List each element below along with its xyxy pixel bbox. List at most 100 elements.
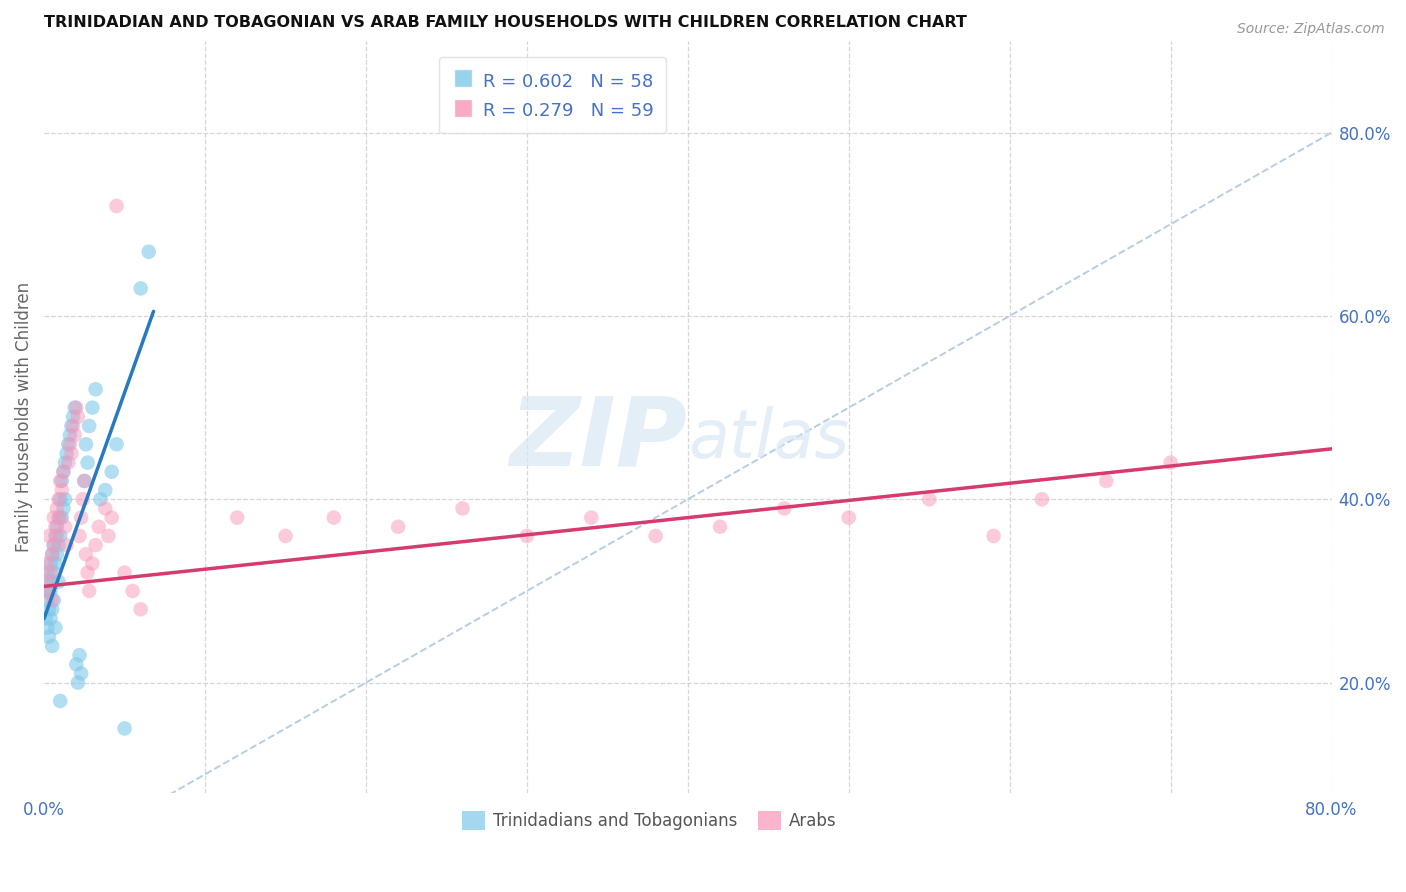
Point [44,557,66,571]
Point [59,437,82,451]
Point [48,538,70,552]
Point [46,501,69,516]
Point [38,584,60,599]
Point [773,501,796,516]
Point [63,401,86,415]
Point [46,547,69,561]
Point [51,510,73,524]
Point [66,409,89,424]
Point [1031,492,1053,507]
Point [38,602,60,616]
Text: atlas: atlas [688,407,849,473]
Point [42,538,65,552]
Text: Source: ZipAtlas.com: Source: ZipAtlas.com [1237,22,1385,37]
Point [66,675,89,690]
Point [73,474,96,488]
Point [983,529,1005,543]
Point [39,566,62,580]
Point [49,492,72,507]
Point [44,529,66,543]
Point [49,694,72,708]
Y-axis label: Family Households with Children: Family Households with Children [15,282,32,552]
Point [52,501,75,516]
Point [49,474,72,488]
Point [65,657,87,672]
Point [77,584,100,599]
Point [387,520,409,534]
Point [129,281,152,295]
Point [1095,474,1118,488]
Point [37,621,59,635]
Point [82,557,104,571]
Point [44,621,66,635]
Point [100,510,122,524]
Point [46,529,69,543]
Point [94,483,117,497]
Point [53,492,76,507]
Point [838,510,860,524]
Point [72,492,94,507]
Point [41,639,63,653]
Point [51,483,73,497]
Point [52,465,75,479]
Point [581,510,603,524]
Point [105,199,128,213]
Point [48,574,70,589]
Point [51,474,73,488]
Point [53,456,76,470]
Point [41,602,63,616]
Point [41,593,63,607]
Point [53,520,76,534]
Text: ZIP: ZIP [510,392,688,486]
Point [451,501,474,516]
Point [48,510,70,524]
Point [63,428,86,442]
Point [52,465,75,479]
Point [82,401,104,415]
Point [44,520,66,534]
Point [84,538,107,552]
Point [60,446,83,460]
Point [42,593,65,607]
Point [516,529,538,543]
Point [38,529,60,543]
Point [37,566,59,580]
Point [38,574,60,589]
Point [62,409,84,424]
Point [42,510,65,524]
Point [114,566,136,580]
Point [59,428,82,442]
Point [76,456,98,470]
Point [38,630,60,644]
Point [41,574,63,589]
Point [75,547,97,561]
Legend: Trinidadians and Tobagonians, Arabs: Trinidadians and Tobagonians, Arabs [456,805,844,837]
Point [35,611,58,625]
Point [100,465,122,479]
Point [58,456,80,470]
Point [105,437,128,451]
Point [41,547,63,561]
Point [69,529,91,543]
Point [39,584,62,599]
Point [94,501,117,516]
Point [37,593,59,607]
Point [89,492,111,507]
Point [226,510,249,524]
Point [48,492,70,507]
Point [84,382,107,396]
Point [129,602,152,616]
Point [73,474,96,488]
Point [322,510,344,524]
Point [62,419,84,434]
Point [87,520,110,534]
Point [41,547,63,561]
Point [42,538,65,552]
Point [97,529,120,543]
Point [70,510,93,524]
Point [42,566,65,580]
Point [138,244,160,259]
Point [70,666,93,681]
Point [114,722,136,736]
Text: TRINIDADIAN AND TOBAGONIAN VS ARAB FAMILY HOUSEHOLDS WITH CHILDREN CORRELATION C: TRINIDADIAN AND TOBAGONIAN VS ARAB FAMIL… [44,15,967,30]
